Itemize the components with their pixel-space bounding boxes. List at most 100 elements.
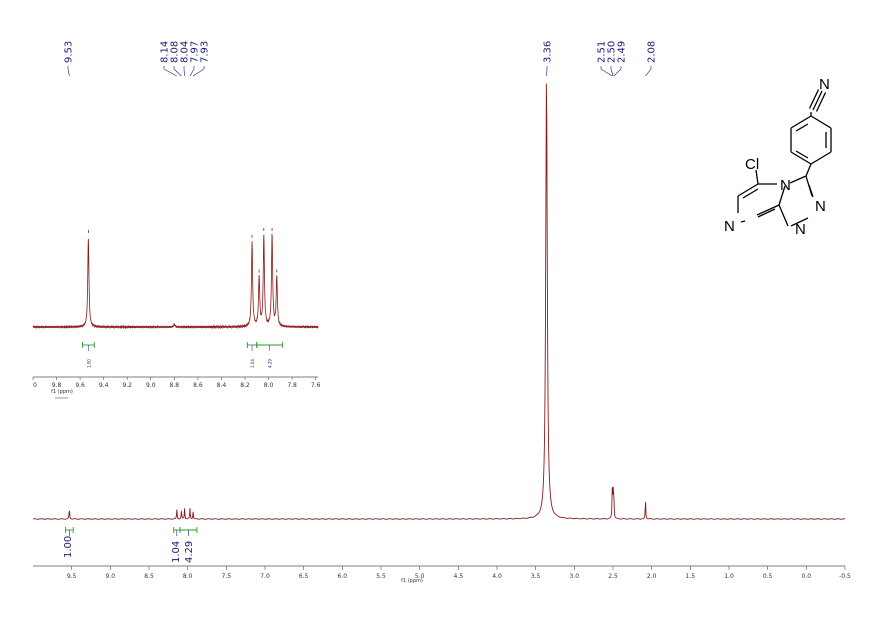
peak-label-connector — [600, 66, 613, 77]
peak-label-connector — [546, 66, 548, 77]
peak-label: 2.08 — [647, 41, 658, 63]
x-tick-label: 8.5 — [144, 573, 154, 580]
atom-label: N — [815, 198, 826, 215]
x-tick-label: 3.0 — [570, 573, 580, 580]
peak-label-connector — [163, 66, 177, 77]
inset-x-tick-label: 9.0 — [146, 382, 156, 389]
inset-integral-label: 4.29 — [268, 359, 273, 368]
x-tick-label: 5.0 — [415, 573, 425, 580]
inset-x-axis-title: f1 (ppm) — [51, 389, 73, 395]
inset-x-tick-label: 7.6 — [311, 382, 321, 389]
inset-x-tick-label: 8.0 — [264, 382, 274, 389]
x-tick-label: 9.5 — [67, 573, 77, 580]
pyrazine-bond — [756, 204, 780, 216]
triazole-bond — [778, 204, 789, 227]
inset-trace-group — [32, 227, 319, 330]
peak-label: 2.49 — [617, 41, 628, 63]
x-tick-label: 1.5 — [686, 573, 696, 580]
triazole-bond — [778, 185, 786, 206]
peak-label: 8.08 — [170, 41, 181, 63]
chloro-bond — [755, 169, 759, 185]
inset-x-tick-label: 8.4 — [217, 382, 227, 389]
pyrazine-bond — [737, 183, 759, 197]
ring-double-bond — [795, 150, 809, 159]
x-tick-label: -0.5 — [839, 573, 851, 580]
inset-spectrum: 1.00 1.04 4.29 f1 (ppm) 0 9.8 9.6 9.4 9.2 9.0 8.… — [32, 227, 321, 399]
triazole-bond — [789, 175, 807, 184]
peak-label-group: 9.53 8.14 8.08 8.04 7.97 7.93 3.36 2.51 2.50 2.49… — [64, 41, 658, 77]
inset-integral-label: 1.00 — [86, 359, 91, 368]
integral-label: 1.04 — [171, 541, 182, 563]
peak-label-connector — [610, 66, 614, 77]
peak-label-connector — [613, 66, 622, 77]
x-axis: f1 (ppm) 9.5 9.0 8.5 8.0 7.5 7.0 6.5 6.0 5.5 5.0 4… — [33, 565, 851, 584]
inset-x-axis: f1 (ppm) 0 9.8 9.6 9.4 9.2 9.0 8.8 8.6 8.4 8.2 8.0… — [32, 376, 321, 399]
x-tick-label: 6.0 — [338, 573, 348, 580]
ring-bond — [790, 151, 812, 165]
inset-x-tick-label: 9.4 — [99, 382, 109, 389]
x-tick-label: 7.5 — [222, 573, 232, 580]
peak-label-connector — [192, 66, 205, 77]
triazole-bond — [790, 217, 809, 227]
atom-label: N — [819, 76, 830, 93]
inset-integral-label: 1.04 — [250, 359, 255, 368]
inset-x-tick-label: 0 — [33, 382, 37, 389]
peak-label: 9.53 — [64, 41, 75, 63]
x-axis-title: f1 (ppm) — [401, 578, 423, 584]
peak-label-connector — [189, 66, 195, 77]
x-tick-label: 2.5 — [608, 573, 618, 580]
ring-bond — [810, 115, 832, 129]
x-tick-label: 1.0 — [724, 573, 734, 580]
peak-label-connector — [645, 66, 652, 77]
peak-label: 3.36 — [543, 41, 554, 63]
inset-spectrum-trace — [32, 233, 319, 330]
aryl-link-bond — [805, 163, 812, 177]
x-tick-label: 3.5 — [531, 573, 541, 580]
x-tick-label: 7.0 — [260, 573, 270, 580]
peak-label-connector — [67, 66, 70, 77]
peak-label: 7.97 — [190, 41, 201, 63]
ring-bond — [810, 151, 832, 165]
nitrile-bond — [812, 90, 823, 111]
inset-integral-group: 1.00 1.04 4.29 — [82, 342, 284, 368]
peak-label: 7.93 — [200, 41, 211, 63]
x-tick-label: 0.0 — [802, 573, 812, 580]
ring-bond — [790, 115, 812, 129]
nitrile-bond — [808, 89, 820, 109]
atom-label: N — [795, 221, 806, 238]
peak-label: 2.50 — [607, 41, 618, 63]
inset-x-tick-label: 9.2 — [122, 382, 132, 389]
x-tick-label: 0.5 — [763, 573, 773, 580]
peak-label-connector — [183, 66, 185, 77]
x-tick-label: 4.5 — [454, 573, 464, 580]
x-tick-label: 5.5 — [376, 573, 386, 580]
x-tick-label: 2.0 — [647, 573, 657, 580]
x-tick-label: 6.5 — [299, 573, 309, 580]
molecule-structure: N Cl N N N N — [724, 76, 832, 238]
x-tick-label: 9.0 — [106, 573, 116, 580]
pyrazine-bond — [740, 220, 746, 223]
atom-label: Cl — [745, 156, 759, 173]
pyrazine-double-bond — [757, 208, 776, 218]
inset-x-tick-label: 9.6 — [75, 382, 85, 389]
inset-x-tick-label: 7.8 — [287, 382, 297, 389]
peak-label: 8.14 — [160, 41, 171, 63]
integral-label: 4.29 — [184, 541, 195, 563]
peak-label: 8.04 — [180, 41, 191, 63]
x-tick-label: 4.0 — [492, 573, 502, 580]
atom-label: N — [780, 177, 791, 194]
spectrum-trace — [32, 83, 846, 520]
ring-double-bond — [795, 123, 809, 132]
main-trace-group — [32, 83, 846, 520]
atom-label: N — [724, 218, 735, 235]
integral-label: 1.00 — [63, 536, 74, 558]
integral-group: 1.00 1.04 4.29 — [63, 527, 198, 563]
inset-x-tick-label: 8.8 — [170, 382, 180, 389]
peak-label: 2.51 — [597, 41, 608, 63]
triazole-bond — [808, 184, 814, 198]
inset-x-tick-label: 8.2 — [240, 382, 250, 389]
nitrile-bond — [815, 92, 827, 112]
x-tick-label: 8.0 — [183, 573, 193, 580]
inset-x-tick-label: 9.8 — [52, 382, 62, 389]
